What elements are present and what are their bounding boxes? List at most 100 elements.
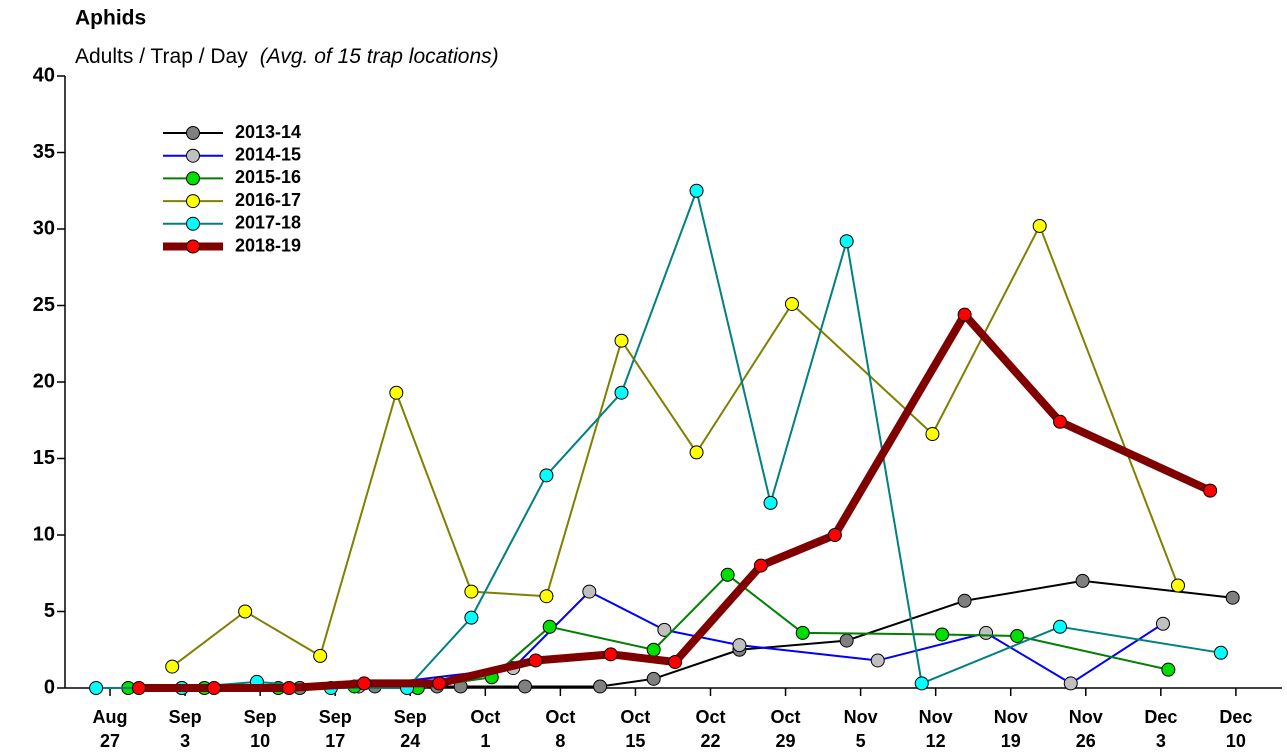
marker [1010,628,1025,643]
marker [131,681,146,695]
marker [1170,578,1185,593]
marker [827,528,842,542]
marker [542,619,557,634]
x-tick-label: Nov 12 [919,707,953,751]
x-tick-label-part: Nov [994,707,1028,727]
subtitle-note: (Avg. of 15 trap locations) [260,45,499,68]
marker [839,234,854,249]
y-tick-label: 15 [33,447,55,469]
marker [464,584,479,599]
x-tick-label: Oct 22 [695,707,725,751]
legend-marker [186,171,200,186]
x-tick-label: Dec 10 [1219,707,1252,751]
x-tick-label: Nov 5 [844,707,878,751]
marker [614,385,629,400]
x-tick-label: Oct 29 [771,707,801,751]
marker [1075,573,1090,588]
marker [979,625,994,640]
legend-label: 2017-18 [235,213,301,233]
x-tick-label-part: 3 [180,731,190,751]
marker [207,681,222,695]
x-tick-label-part: Sep [169,707,202,727]
marker [1213,645,1228,660]
legend-marker [186,239,200,254]
marker [464,610,479,625]
y-tick-label: 35 [33,141,55,163]
x-tick-label-part: 22 [700,731,720,751]
marker [657,622,672,637]
x-tick-label-part: 15 [625,731,645,751]
x-tick-label-part: Oct [545,707,575,727]
legend-marker [186,148,200,163]
x-tick-label: Oct 15 [620,707,650,751]
marker [839,633,854,648]
x-tick-label-part: Sep [319,707,352,727]
legend-marker [186,194,200,209]
x-tick-label-part: Oct [620,707,650,727]
marker [1053,619,1068,634]
legend-marker [186,126,200,140]
marker [646,642,661,657]
series-line [299,579,1233,689]
chart-title: Aphids [75,7,146,30]
x-tick-label-part: 10 [250,731,270,751]
marker [313,648,328,663]
marker [720,567,735,582]
marker [539,468,554,483]
marker [646,671,661,686]
marker [432,676,447,691]
marker [1053,414,1068,429]
x-tick-label-part: 3 [1156,731,1166,751]
y-tick-label: 10 [33,523,55,545]
series-line [96,189,1222,689]
marker [957,593,972,608]
y-tick-label: 40 [33,64,55,86]
marker [935,627,950,642]
legend-label: 2018-19 [235,235,301,255]
x-tick-label: Nov 19 [994,707,1028,751]
legend-marker [186,216,200,231]
marker [870,653,885,668]
marker [784,296,799,311]
x-tick-label: Sep 3 [169,707,202,751]
y-tick-label: 20 [33,370,55,392]
marker [603,647,618,662]
x-tick-label: Aug 27 [93,707,128,751]
x-tick-label: Dec 3 [1144,707,1177,751]
x-tick-label: Oct 8 [545,707,575,751]
x-tick-label-part: Sep [394,707,427,727]
legend-label: 2015-16 [235,167,301,187]
y-tick-label: 30 [33,217,55,239]
x-tick-label-part: Oct [470,707,500,727]
x-tick-label-part: Dec [1144,707,1177,727]
x-tick-label-part: 10 [1226,731,1246,751]
x-tick-label: Nov 26 [1069,707,1103,751]
marker [1032,218,1047,233]
marker [689,183,704,198]
chart-subtitle: Adults / Trap / Day (Avg. of 15 trap loca… [75,45,499,68]
y-tick-label: 25 [33,294,55,316]
marker [528,653,543,668]
marker [165,659,180,674]
marker [593,679,608,694]
marker [753,558,768,573]
marker [689,445,704,460]
x-tick-label-part: 8 [555,731,565,751]
marker [282,681,297,695]
x-tick-label-part: Nov [919,707,953,727]
marker [1155,616,1170,631]
marker [914,676,929,691]
marker [517,679,532,694]
x-tick-label-part: 1 [480,731,490,751]
marker [732,638,747,653]
x-tick-label-part: Sep [244,707,277,727]
marker [89,681,104,695]
marker [1203,483,1218,498]
marker [1161,662,1176,677]
marker [957,307,972,322]
legend-label: 2013-14 [235,122,301,142]
legend-label: 2016-17 [235,190,301,210]
x-tick-label-part: 24 [400,731,420,751]
marker [614,333,629,348]
